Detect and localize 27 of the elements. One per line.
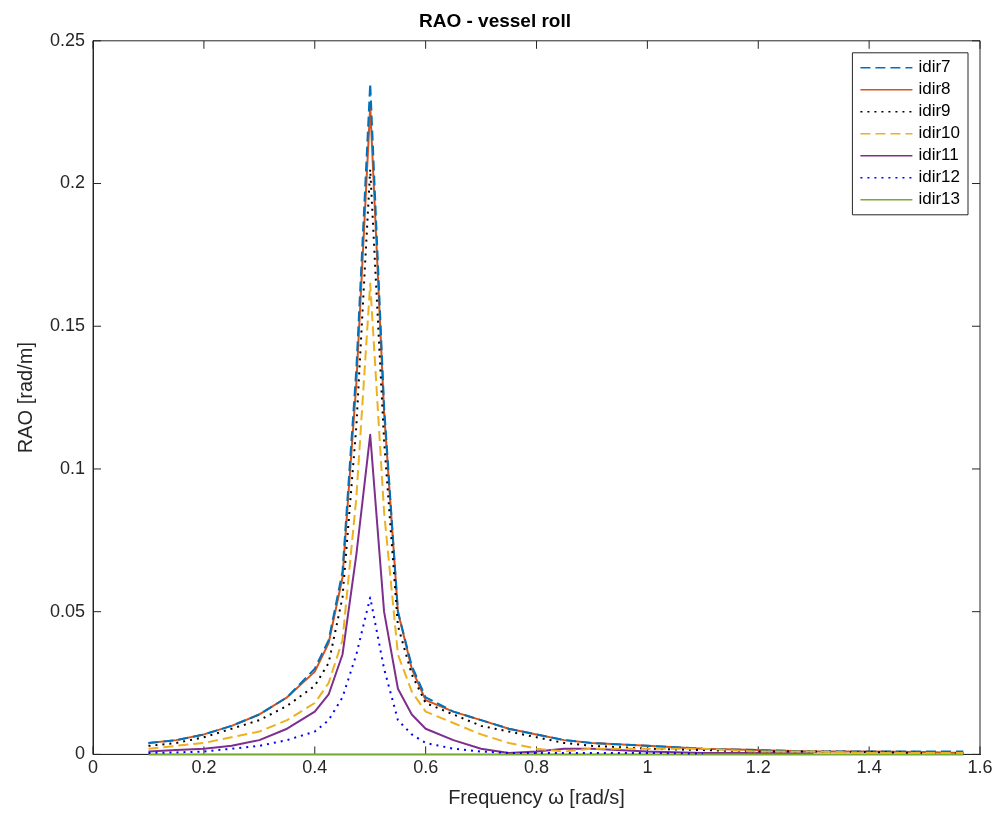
legend-label: idir13 [918,189,961,209]
x-tick-label: 0.6 [413,757,439,778]
legend-label: idir7 [918,57,951,77]
x-tick-label: 0.2 [191,757,217,778]
legend-label: idir9 [918,101,951,121]
y-tick-label: 0.1 [60,457,86,478]
x-tick-label: 1.4 [856,757,882,778]
x-tick-label: 1.2 [745,757,771,778]
line-series [147,596,704,755]
line-series [147,282,965,754]
legend-label: idir8 [918,79,951,99]
x-tick-label: 0 [88,757,99,778]
legend-label: idir12 [918,167,961,187]
x-tick-label: 0.4 [302,757,328,778]
x-tick-label: 0.8 [524,757,550,778]
y-tick-label: 0.05 [49,600,86,621]
x-axis-title: Frequency ω [rad/s] [448,785,625,808]
y-tick-label: 0.15 [49,315,86,336]
x-tick-label: 1 [642,757,653,778]
y-axis-title: RAO [rad/m] [13,342,36,454]
y-tick-label: 0.2 [60,172,86,193]
y-tick-label: 0.25 [49,29,86,50]
x-tick-label: 1.6 [967,757,993,778]
chart-title: RAO - vessel roll [418,9,572,31]
y-tick-label: 0 [75,743,86,764]
legend-label: idir11 [918,145,959,165]
legend-label: idir10 [918,123,961,143]
